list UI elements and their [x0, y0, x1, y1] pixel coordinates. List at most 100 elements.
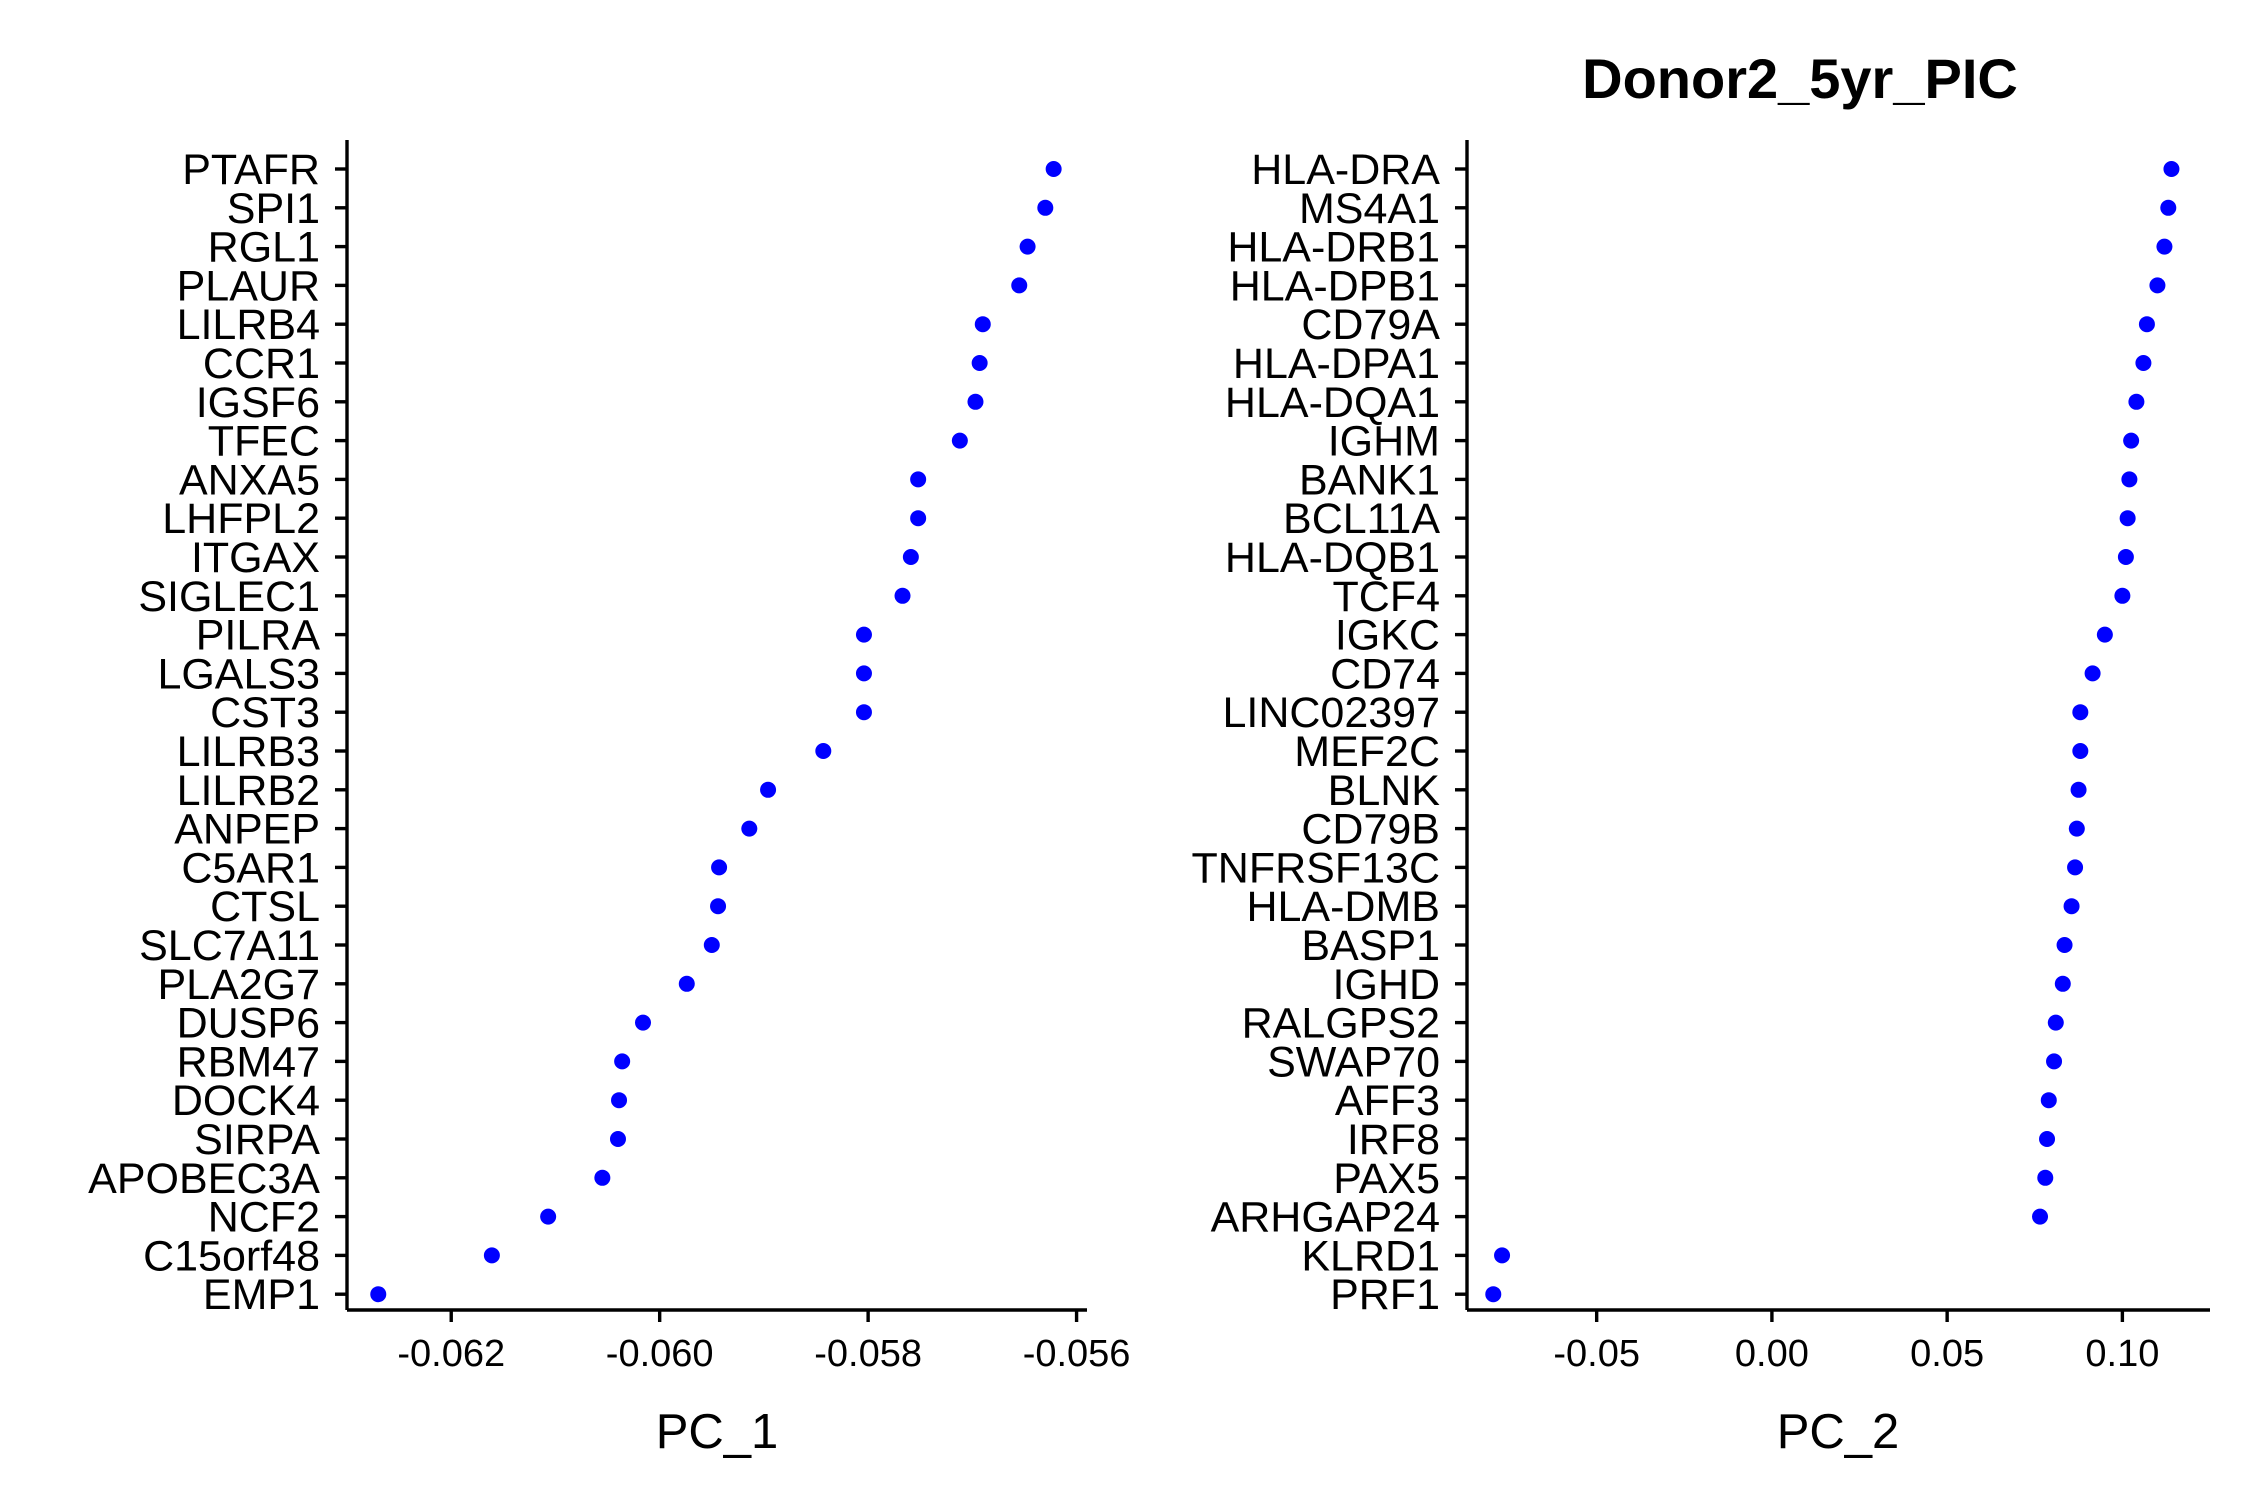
data-point: [2072, 743, 2089, 759]
panel-pc1-gene-labels: PTAFRSPI1RGL1PLAURLILRB4CCR1IGSF6TFECANX…: [88, 146, 347, 1319]
gene-label: RALGPS2: [1242, 1000, 1440, 1048]
data-point: [2068, 820, 2085, 837]
data-point: [2072, 704, 2089, 721]
data-point: [2121, 471, 2138, 488]
gene-label: DUSP6: [177, 1000, 320, 1048]
gene-label: CD74: [1330, 650, 1440, 698]
panel-pc2: Donor2_5yr_PIC HLA-DRAMS4A1HLA-DRB1HLA-D…: [1192, 47, 2210, 1459]
gene-label: NCF2: [208, 1194, 320, 1242]
gene-label: C15orf48: [143, 1232, 320, 1280]
gene-label: APOBEC3A: [88, 1155, 320, 1203]
gene-label: LILRB2: [177, 767, 320, 815]
data-point: [974, 316, 991, 333]
x-tick-label: -0.05: [1553, 1333, 1640, 1375]
data-point: [971, 355, 988, 371]
data-point: [614, 1053, 631, 1070]
gene-label: PLAUR: [177, 262, 320, 310]
data-point: [2046, 1053, 2063, 1070]
panel-pc1: PTAFRSPI1RGL1PLAURLILRB4CCR1IGSF6TFECANX…: [88, 140, 1130, 1459]
gene-label: LILRB3: [177, 728, 320, 776]
gene-label: IGHD: [1333, 961, 1441, 1009]
gene-label: PILRA: [196, 612, 321, 660]
data-point: [951, 432, 968, 449]
gene-label: DOCK4: [172, 1077, 320, 1125]
x-tick-label: -0.058: [814, 1333, 922, 1375]
data-point: [2037, 1169, 2054, 1186]
gene-label: MS4A1: [1299, 185, 1440, 233]
gene-label: HLA-DPB1: [1230, 262, 1440, 310]
data-point: [855, 665, 872, 682]
gene-label: HLA-DQB1: [1225, 534, 1440, 582]
gene-label: SWAP70: [1267, 1038, 1440, 1086]
data-point: [2163, 161, 2180, 177]
x-tick-label: 0.10: [2085, 1333, 2159, 1375]
data-point: [2135, 355, 2152, 371]
panel-pc1-x-axis-title: PC_1: [656, 1405, 779, 1459]
data-point: [2032, 1208, 2049, 1225]
data-point: [902, 549, 919, 565]
data-point: [711, 859, 728, 876]
data-point: [2123, 432, 2140, 449]
gene-label: TFEC: [208, 418, 320, 466]
gene-label: ARHGAP24: [1211, 1194, 1440, 1242]
gene-label: BANK1: [1299, 456, 1440, 504]
data-point: [910, 471, 927, 488]
data-point: [710, 898, 727, 915]
gene-label: PLA2G7: [157, 961, 320, 1009]
gene-label: KLRD1: [1301, 1232, 1440, 1280]
gene-label: AFF3: [1335, 1077, 1440, 1125]
data-point: [894, 587, 911, 604]
gene-label: MEF2C: [1294, 728, 1440, 776]
x-tick-label: -0.056: [1023, 1333, 1131, 1375]
data-point: [2114, 587, 2131, 604]
x-tick-label: -0.062: [397, 1333, 505, 1375]
data-point: [2054, 975, 2071, 992]
data-point: [635, 1014, 651, 1031]
gene-label: IGSF6: [196, 379, 320, 427]
gene-label: HLA-DQA1: [1225, 379, 1440, 427]
data-point: [2039, 1131, 2056, 1147]
gene-label: SLC7A11: [139, 922, 320, 970]
data-point: [760, 781, 777, 798]
gene-label: BLNK: [1328, 767, 1441, 815]
gene-label: HLA-DPA1: [1233, 340, 1440, 388]
data-point: [815, 743, 832, 759]
data-point: [703, 937, 720, 953]
gene-label: BCL11A: [1283, 495, 1440, 543]
panel-pc1-points: [370, 161, 1062, 1303]
gene-label: SIRPA: [194, 1116, 320, 1164]
data-point: [910, 510, 927, 527]
gene-label: EMP1: [203, 1271, 320, 1319]
x-tick-label: 0.00: [1735, 1333, 1809, 1375]
data-point: [741, 820, 758, 837]
data-point: [678, 975, 695, 992]
gene-label: RGL1: [208, 224, 320, 272]
gene-label: ANPEP: [174, 806, 320, 854]
data-point: [2056, 937, 2073, 953]
gene-label: PTAFR: [182, 146, 320, 194]
data-point: [594, 1169, 611, 1186]
data-point: [2149, 277, 2166, 294]
data-point: [2040, 1092, 2057, 1109]
panel-pc1-x-ticks: -0.062 -0.060 -0.058 -0.056: [397, 1310, 1130, 1375]
gene-label: CST3: [210, 689, 320, 737]
data-point: [2119, 510, 2136, 527]
panel-pc2-title: Donor2_5yr_PIC: [1582, 47, 2018, 110]
data-point: [2128, 393, 2145, 410]
gene-label: IGHM: [1328, 418, 1440, 466]
panel-pc2-x-axis-title: PC_2: [1777, 1405, 1900, 1459]
data-point: [1485, 1286, 1502, 1303]
data-point: [540, 1208, 557, 1225]
data-point: [483, 1247, 500, 1264]
panel-pc2-x-ticks: -0.05 0.00 0.05 0.10: [1553, 1310, 2159, 1375]
gene-label: LGALS3: [157, 650, 320, 698]
x-tick-label: 0.05: [1910, 1333, 1984, 1375]
gene-label: IGKC: [1335, 612, 1440, 660]
gene-label: CD79B: [1301, 806, 1440, 854]
data-point: [2067, 859, 2084, 876]
data-point: [2047, 1014, 2064, 1031]
gene-label: HLA-DMB: [1246, 883, 1440, 931]
data-point: [1494, 1247, 1511, 1264]
data-point: [2084, 665, 2101, 682]
